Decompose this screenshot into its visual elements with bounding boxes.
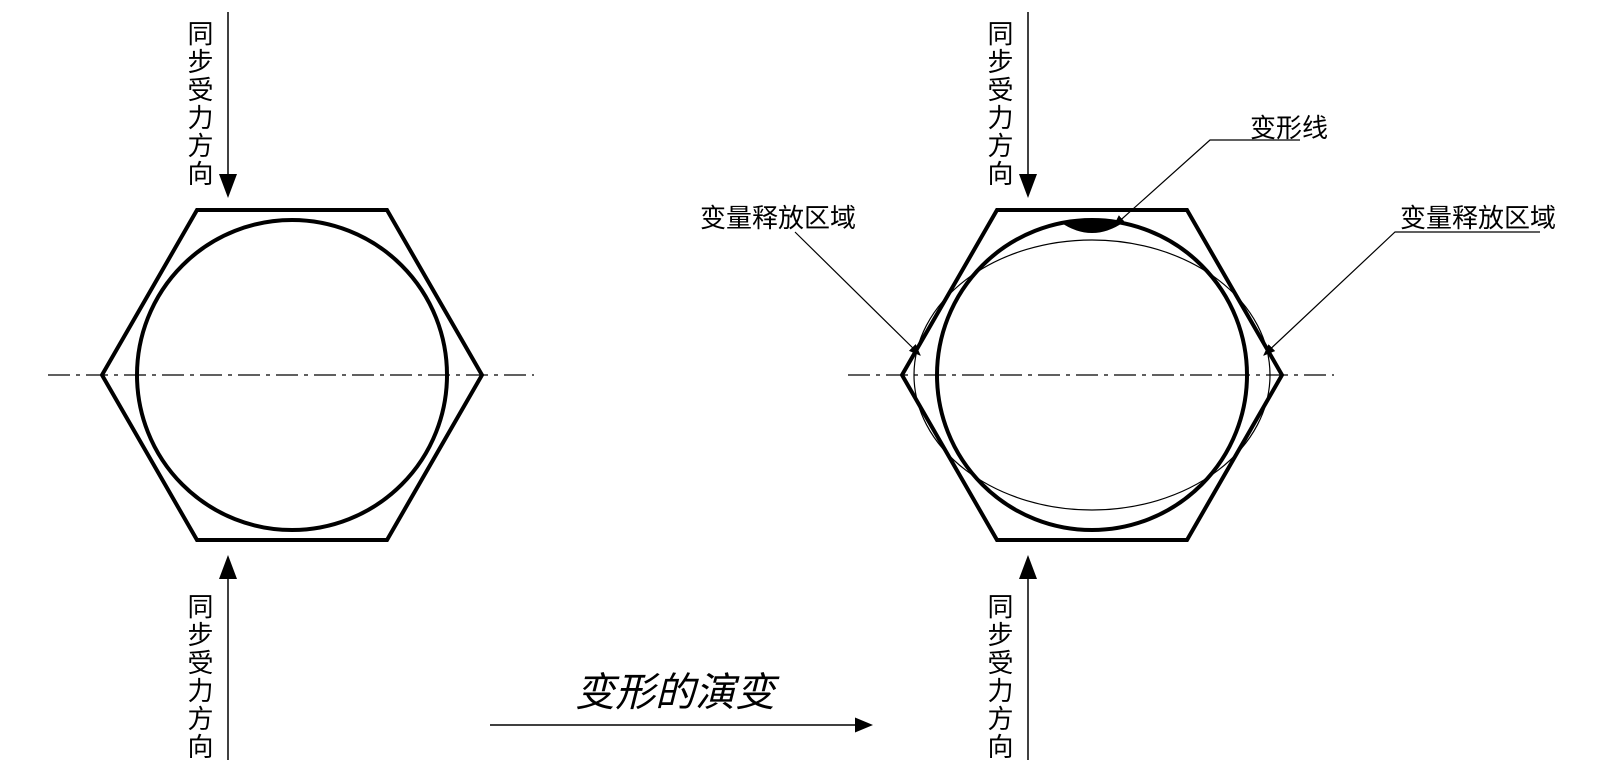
label-right-top: 同步受力方向	[980, 20, 1017, 188]
label-evolution: 变形的演变	[575, 660, 775, 718]
diagram-svg	[0, 0, 1614, 776]
label-right-bottom: 同步受力方向	[980, 593, 1017, 761]
label-left-top: 同步受力方向	[180, 20, 217, 188]
label-deform-line: 变形线	[1250, 108, 1328, 145]
label-release-right: 变量释放区域	[1400, 198, 1556, 235]
leader-deform-line	[1114, 140, 1300, 226]
leader-release-left	[795, 232, 920, 355]
leader-release-right	[1264, 232, 1540, 355]
diagram-root: 同步受力方向 同步受力方向 同步受力方向 同步受力方向 变形线 变量释放区域 变…	[0, 0, 1614, 776]
label-release-left: 变量释放区域	[700, 198, 856, 235]
label-left-bottom: 同步受力方向	[180, 593, 217, 761]
